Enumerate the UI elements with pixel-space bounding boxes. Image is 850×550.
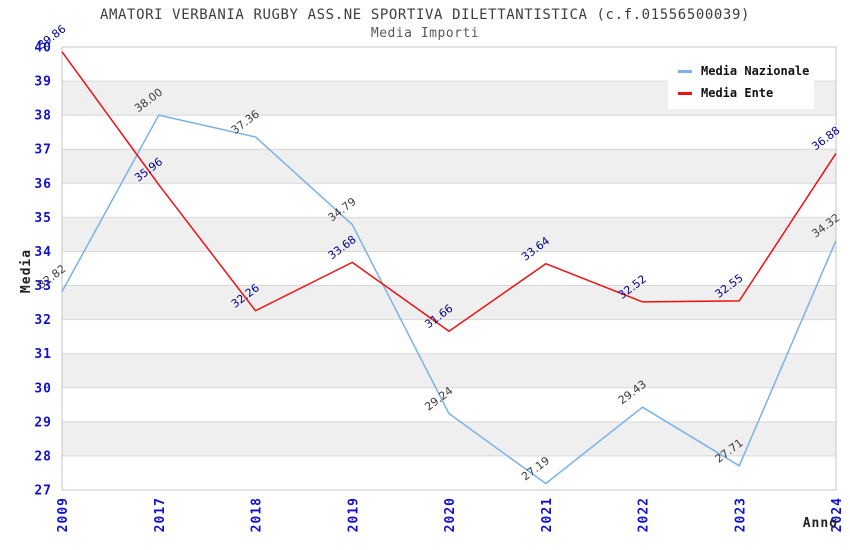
y-tick-label: 27 — [34, 484, 52, 499]
y-tick-label: 36 — [34, 177, 52, 192]
series-line-media-ente — [61, 51, 837, 332]
x-tick-label: 2024 — [830, 497, 845, 532]
y-tick-label: 31 — [34, 347, 52, 362]
legend-line-icon — [678, 91, 692, 95]
y-tick-label: 28 — [34, 449, 52, 464]
legend-item-media-nazionale: Media Nazionale — [678, 60, 814, 82]
x-tick-label: 2019 — [346, 497, 361, 532]
x-tick-label: 2022 — [637, 497, 652, 532]
y-tick-label: 37 — [34, 143, 52, 158]
legend-label: Media Ente — [701, 86, 774, 100]
y-tick-label: 40 — [34, 41, 52, 56]
chart-title: AMATORI VERBANIA RUGBY ASS.NE SPORTIVA D… — [99, 7, 751, 23]
legend-item-media-ente: Media Ente — [678, 82, 814, 104]
x-tick-label: 2017 — [153, 497, 168, 532]
legend-label: Media Nazionale — [701, 64, 810, 78]
legend-line-icon — [678, 69, 692, 73]
y-tick-label: 33 — [34, 279, 52, 294]
data-label-media-nazionale: 29.24 — [422, 384, 455, 413]
series-line-media-nazionale — [61, 114, 837, 485]
y-tick-label: 29 — [34, 415, 52, 430]
y-tick-label: 34 — [34, 245, 52, 260]
chart-legend: Media Nazionale Media Ente — [668, 57, 814, 109]
y-tick-label: 39 — [34, 75, 52, 90]
x-tick-label: 2021 — [540, 497, 555, 532]
plot-border — [61, 46, 837, 491]
plot-band — [62, 353, 836, 388]
x-tick-label: 2018 — [250, 497, 265, 532]
plot-band — [62, 285, 836, 320]
y-tick-label: 35 — [34, 211, 52, 226]
y-tick-label: 38 — [34, 109, 52, 124]
plot-band — [62, 217, 836, 252]
x-axis-title: Anno — [803, 516, 838, 531]
plot-band — [62, 421, 836, 456]
y-axis-title: Media — [19, 249, 34, 293]
plot-band — [62, 149, 836, 184]
x-tick-label: 2020 — [443, 497, 458, 532]
x-tick-label: 2009 — [56, 497, 71, 532]
data-label-media-nazionale: 27.19 — [519, 454, 552, 483]
chart-subtitle: Media Importi — [370, 26, 480, 41]
y-tick-label: 30 — [34, 381, 52, 396]
y-tick-label: 32 — [34, 313, 52, 328]
x-tick-label: 2023 — [733, 497, 748, 532]
